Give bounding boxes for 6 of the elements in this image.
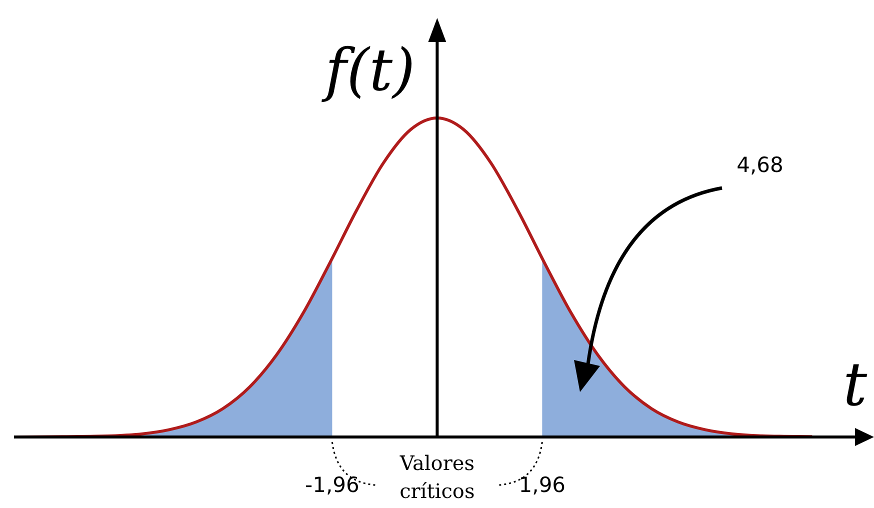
annotation: 4,68 [736, 153, 784, 177]
x-axis-title: t [842, 350, 868, 420]
text: Valores críticos [398, 451, 475, 503]
x-tick-label: 1,96 [518, 473, 566, 497]
x-tick-label: -1,96 [305, 473, 360, 497]
y-axis-title: f(t) [321, 36, 416, 104]
